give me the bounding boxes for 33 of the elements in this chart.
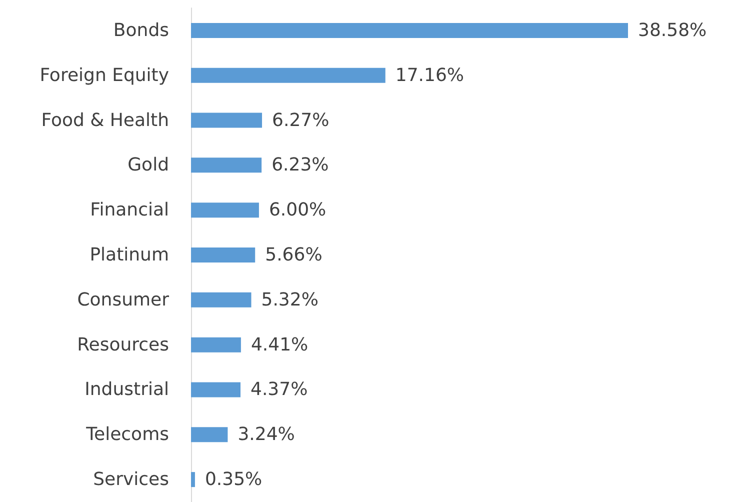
y-tick-label: Foreign Equity	[40, 64, 170, 86]
data-label: 0.35%	[204, 469, 262, 490]
bar	[191, 427, 228, 442]
y-tick-label: Industrial	[84, 379, 169, 400]
bar	[191, 248, 256, 262]
bar	[191, 337, 241, 352]
bar	[191, 472, 195, 488]
y-tick-label: Resources	[77, 334, 169, 356]
y-tick-label: Financial	[90, 200, 169, 221]
data-label: 4.37%	[250, 379, 308, 400]
bar	[191, 112, 262, 128]
bar	[191, 158, 262, 173]
y-tick-label: Platinum	[90, 244, 169, 266]
y-tick-label: Food & Health	[41, 110, 169, 131]
data-label: 3.24%	[238, 424, 295, 446]
y-tick-label: Gold	[128, 154, 169, 176]
y-tick-label: Bonds	[113, 20, 169, 41]
bar	[191, 202, 259, 218]
data-label: 4.41%	[250, 334, 308, 356]
y-tick-label: Services	[93, 469, 169, 490]
bar	[191, 382, 240, 398]
data-label: 6.00%	[268, 200, 326, 221]
bar	[191, 68, 386, 83]
y-tick-label: Telecoms	[85, 424, 169, 446]
data-label: 17.16%	[395, 64, 464, 86]
data-label: 6.23%	[272, 154, 329, 176]
bar	[191, 22, 628, 38]
data-label: 38.58%	[638, 20, 707, 41]
bar	[191, 292, 252, 308]
data-label: 5.66%	[265, 244, 322, 266]
data-label: 5.32%	[261, 289, 318, 310]
y-tick-label: Consumer	[77, 289, 170, 310]
data-label: 6.27%	[272, 110, 330, 131]
